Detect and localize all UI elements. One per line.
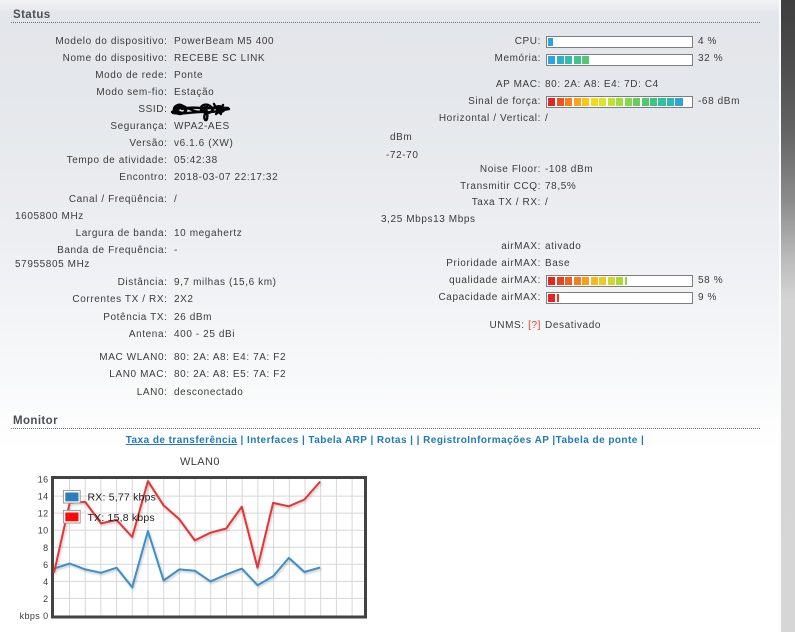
svg-text:10: 10: [38, 526, 49, 536]
svg-text:16: 16: [38, 475, 49, 485]
svg-text:kbps 0: kbps 0: [20, 611, 49, 621]
svg-text:12: 12: [38, 509, 49, 519]
svg-text:RX: 5,77 kbps: RX: 5,77 kbps: [88, 491, 157, 503]
svg-text:6: 6: [43, 560, 48, 570]
svg-text:4: 4: [43, 577, 48, 587]
svg-text:2: 2: [43, 594, 48, 604]
svg-text:TX: 15,8 kbps: TX: 15,8 kbps: [88, 512, 155, 524]
svg-text:8: 8: [43, 543, 48, 553]
svg-text:14: 14: [38, 492, 49, 502]
